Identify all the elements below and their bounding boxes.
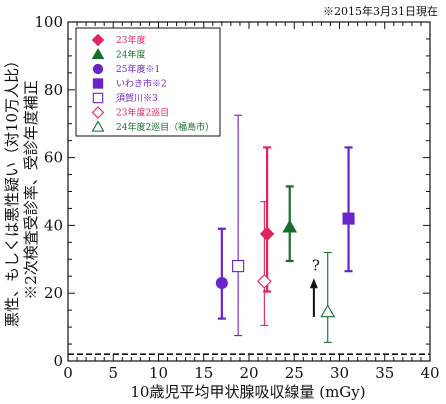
legend-entry-5: 須賀川※3 — [92, 92, 158, 104]
x-tick-label: 5 — [108, 364, 118, 382]
legend-entry-4: いわき市※2 — [92, 78, 167, 90]
y-tick-label: 80 — [44, 81, 63, 99]
data-point-7 — [320, 251, 336, 343]
point-marker — [282, 219, 298, 233]
x-axis-label: 10歳児平均甲状腺吸収線量 (mGy) — [130, 383, 365, 401]
as-of-note: ※2015年3月31日現在 — [323, 4, 438, 18]
x-tick-label: 25 — [285, 364, 304, 382]
legend-label: 24年度2巡目（福島市） — [116, 121, 214, 133]
point-marker — [257, 274, 272, 289]
legend-marker — [91, 33, 105, 47]
legend-label: 23年度2巡目 — [116, 107, 169, 119]
point-marker — [215, 277, 228, 290]
legend-label: いわき市※2 — [116, 78, 167, 90]
legend-marker — [92, 92, 104, 104]
x-tick-label: 35 — [375, 364, 394, 382]
y-tick-label: 40 — [44, 216, 63, 234]
x-tick-label: 10 — [149, 364, 168, 382]
annotation: ? — [309, 256, 320, 317]
y-axis-label-note: ※2次検査受診率、受診年度補正 — [22, 80, 40, 300]
data-points — [215, 114, 355, 343]
question-mark: ? — [312, 256, 320, 274]
data-point-3 — [215, 227, 228, 320]
x-tick-label: 20 — [239, 364, 258, 382]
legend-label: 23年度 — [116, 34, 145, 46]
tick-marks — [67, 21, 431, 362]
data-point-5 — [232, 114, 245, 337]
x-tick-labels: 0 5 10 15 20 25 30 35 40 — [63, 364, 439, 382]
y-tick-label: 100 — [34, 13, 63, 31]
x-tick-label: 30 — [330, 364, 349, 382]
data-point-4 — [342, 146, 355, 273]
legend-label: 24年度 — [116, 49, 145, 61]
legend-marker — [91, 47, 105, 60]
point-marker — [232, 260, 245, 273]
legend: 23年度 24年度 25年度※1 いわき市※2 須賀川※3 23年度2巡目 24年度2巡目（… — [75, 27, 221, 137]
data-point-6 — [257, 201, 272, 326]
data-point-2 — [282, 185, 298, 263]
y-axis-label: 悪性、もしくは悪性疑い（対10万人比） — [3, 53, 21, 327]
point-marker — [342, 212, 355, 225]
legend-entry-7: 24年度2巡目（福島市） — [91, 120, 214, 133]
x-tick-label: 40 — [420, 364, 439, 382]
y-tick-labels: 0 20 40 60 80 100 — [34, 13, 63, 370]
x-tick-label: 15 — [194, 364, 213, 382]
legend-marker — [91, 106, 105, 119]
legend-marker — [92, 78, 104, 89]
y-tick-label: 0 — [53, 352, 63, 370]
legend-marker — [91, 120, 105, 132]
legend-entry-2: 24年度 — [91, 47, 145, 61]
legend-label: 25年度※1 — [116, 63, 160, 75]
y-tick-label: 20 — [44, 284, 63, 302]
legend-entry-3: 25年度※1 — [92, 63, 160, 75]
legend-label: 須賀川※3 — [116, 92, 158, 104]
legend-entry-1: 23年度 — [91, 33, 145, 47]
legend-marker — [92, 63, 104, 75]
x-tick-label: 0 — [63, 364, 73, 382]
legend-entry-6: 23年度2巡目 — [91, 106, 169, 119]
point-marker — [320, 304, 336, 318]
arrow-head — [309, 278, 318, 289]
y-tick-label: 60 — [44, 149, 63, 167]
